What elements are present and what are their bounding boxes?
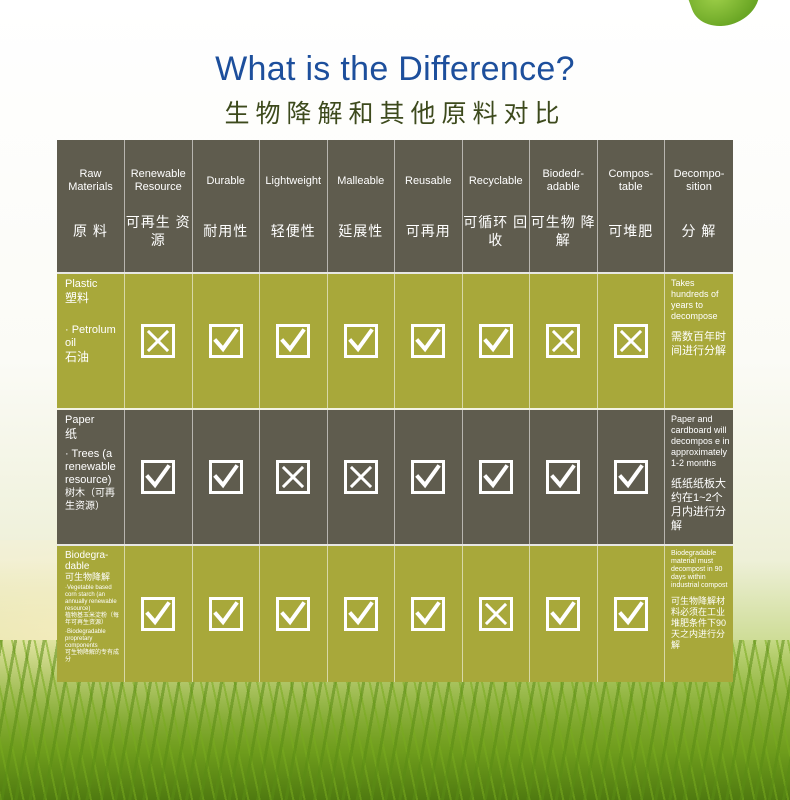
mark-cell — [193, 546, 260, 682]
header-reusable: Reusable 可再用 — [395, 140, 463, 272]
checkmark-icon — [208, 460, 243, 494]
row-label-biodegradable: Biodegra- dable 可生物降解 ·Vegetable based c… — [57, 546, 125, 682]
mark-cell — [530, 274, 598, 408]
header-malleable: Malleable 延展性 — [328, 140, 395, 272]
header-biodegradable: Biodedr- adable 可生物 降解 — [530, 140, 598, 272]
checkmark-icon — [478, 324, 513, 358]
cross-icon — [343, 460, 378, 494]
mark-cell — [328, 274, 395, 408]
cross-icon — [141, 324, 176, 358]
checkmark-icon — [546, 597, 581, 631]
mark-cell — [395, 274, 463, 408]
mark-cell — [193, 410, 260, 544]
mark-cell — [395, 546, 463, 682]
checkmark-icon — [613, 460, 648, 494]
page-title: What is the Difference? — [215, 50, 575, 88]
comparison-table: Raw Materials 原 料 Renewable Resource 可再生… — [57, 140, 733, 682]
table-row-plastic: Plastic 塑料 · Petrolum oil 石油 Takes hundr… — [57, 274, 733, 410]
page-subtitle-chinese: 生物降解和其他原料对比 — [224, 99, 566, 128]
checkmark-icon — [276, 324, 311, 358]
row-label-plastic: Plastic 塑料 · Petrolum oil 石油 — [57, 274, 125, 408]
mark-cell — [463, 274, 530, 408]
checkmark-icon — [208, 324, 243, 358]
header-raw-materials: Raw Materials 原 料 — [57, 140, 125, 272]
header-durable: Durable 耐用性 — [193, 140, 260, 272]
mark-cell — [260, 410, 328, 544]
checkmark-icon — [343, 324, 378, 358]
checkmark-icon — [208, 597, 243, 631]
checkmark-icon — [546, 460, 581, 494]
decomposition-biodegradable: Biodegradable material must decompost in… — [671, 550, 728, 650]
mark-cell — [125, 274, 193, 408]
checkmark-icon — [411, 324, 446, 358]
cross-icon — [613, 324, 648, 358]
checkmark-icon — [613, 597, 648, 631]
header-decomposition: Decompo- sition 分 解 — [673, 168, 725, 239]
mark-cell — [530, 546, 598, 682]
table-header-row: Raw Materials 原 料 Renewable Resource 可再生… — [57, 140, 733, 274]
mark-cell — [125, 410, 193, 544]
table-row-paper: Paper 纸 · Trees (a renewable resource) 树… — [57, 410, 733, 546]
decomposition-plastic: Takes hundreds of years to decompose 需数百… — [671, 278, 726, 357]
checkmark-icon — [411, 460, 446, 494]
mark-cell — [463, 410, 530, 544]
header-recyclable: Recyclable 可循环 回收 — [463, 140, 530, 272]
mark-cell — [328, 410, 395, 544]
leaf-decoration — [682, 0, 768, 36]
header-lightweight: Lightweight 轻便性 — [260, 140, 328, 272]
decomposition-paper: Paper and cardboard will decompos e in a… — [671, 414, 730, 532]
mark-cell — [598, 410, 665, 544]
mark-cell — [598, 546, 665, 682]
cross-icon — [276, 460, 311, 494]
mark-cell — [395, 410, 463, 544]
mark-cell — [260, 546, 328, 682]
mark-cell — [328, 546, 395, 682]
row-label-paper: Paper 纸 · Trees (a renewable resource) 树… — [57, 410, 125, 544]
table-row-biodegradable: Biodegra- dable 可生物降解 ·Vegetable based c… — [57, 546, 733, 682]
mark-cell — [125, 546, 193, 682]
mark-cell — [193, 274, 260, 408]
checkmark-icon — [141, 597, 176, 631]
mark-cell — [530, 410, 598, 544]
header-compostable: Compos- table 可堆肥 — [598, 140, 665, 272]
cross-icon — [546, 324, 581, 358]
checkmark-icon — [478, 460, 513, 494]
checkmark-icon — [343, 597, 378, 631]
checkmark-icon — [276, 597, 311, 631]
cross-icon — [478, 597, 513, 631]
checkmark-icon — [141, 460, 176, 494]
mark-cell — [598, 274, 665, 408]
header-renewable-resource: Renewable Resource 可再生 资源 — [125, 140, 193, 272]
checkmark-icon — [411, 597, 446, 631]
mark-cell — [463, 546, 530, 682]
mark-cell — [260, 274, 328, 408]
